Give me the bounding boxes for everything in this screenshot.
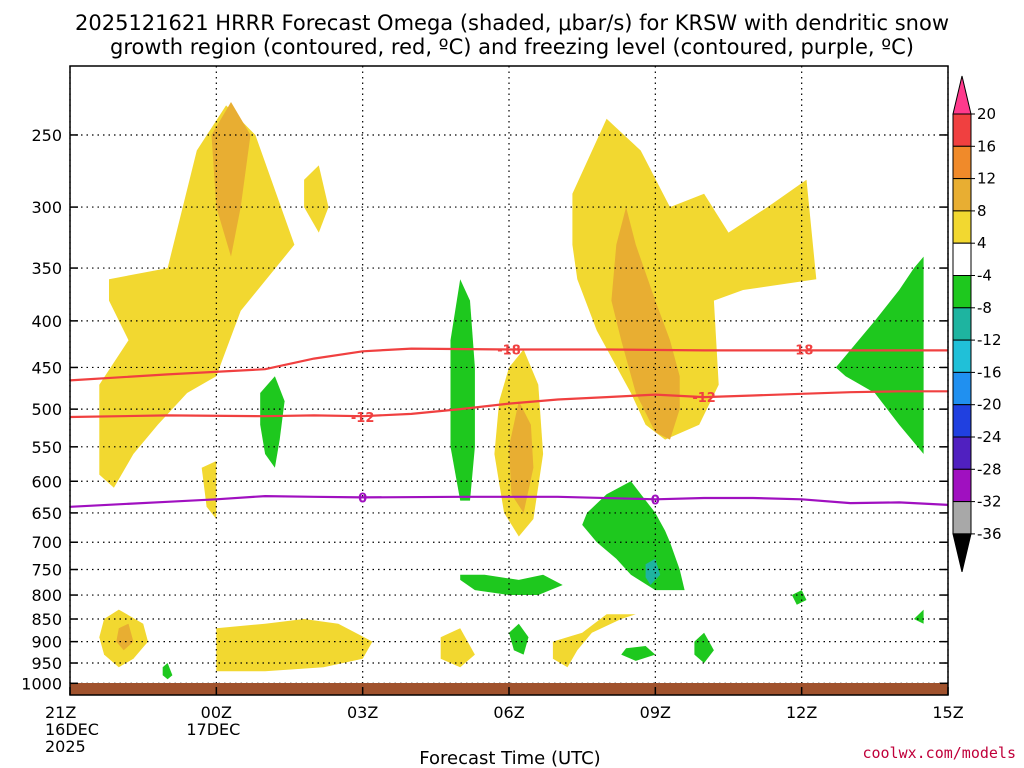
colorbar-segment-6	[952, 307, 972, 341]
omega-region-15	[835, 256, 924, 454]
colorbar-label--28: -28	[977, 460, 1002, 478]
omega-region-12	[552, 614, 636, 668]
y-tick-label-450: 450	[31, 358, 62, 377]
colorbar-segment-11	[952, 468, 972, 503]
pressure-axis: 250 300 350 400 450 500 550 600 650 700 750 800 850 9…	[21, 126, 948, 693]
colorbar-label--20: -20	[977, 396, 1002, 414]
colorbar-label--8: -8	[977, 299, 992, 317]
y-tick-label-750: 750	[31, 561, 62, 580]
omega-region-9	[116, 623, 134, 651]
colorbar-label-8: 8	[977, 202, 987, 220]
colorbar-label-12: 12	[977, 170, 996, 188]
omega-region-0	[99, 105, 295, 488]
y-tick-label-600: 600	[31, 472, 62, 491]
omega-region-23	[162, 663, 173, 680]
y-tick-label-400: 400	[31, 312, 62, 331]
contour-label--18: -18	[790, 343, 814, 358]
contour-label--12: -12	[351, 411, 375, 426]
contour-line--12	[69, 390, 948, 419]
colorbar-label-20: 20	[977, 105, 996, 123]
omega-region-21	[694, 632, 714, 663]
colorbar-label--12: -12	[977, 331, 1002, 349]
y-tick-label-650: 650	[31, 504, 62, 523]
y-tick-label-950: 950	[31, 654, 62, 673]
omega-region-10	[216, 619, 373, 672]
colorbar-segment-12	[952, 501, 972, 535]
x-tick-label-3-0: 00Z	[201, 703, 232, 722]
y-tick-label-500: 500	[31, 400, 62, 419]
contour-label--12: -12	[692, 391, 716, 406]
colorbar-segment-8	[952, 371, 972, 406]
contour-label-0: 0	[651, 493, 660, 508]
y-tick-label-850: 850	[31, 610, 62, 629]
colorbar-arrow-bottom	[952, 533, 972, 573]
colorbar-segment-4	[952, 242, 972, 276]
x-tick-label-9-0: 06Z	[493, 703, 524, 722]
colorbar-label--32: -32	[977, 493, 1002, 511]
x-tick-label-0-1: 16DEC	[45, 720, 99, 739]
colorbar-arrow-top	[952, 75, 972, 115]
contour-label-0: 0	[358, 491, 367, 506]
y-tick-label-800: 800	[31, 586, 62, 605]
omega-region-7	[509, 401, 534, 513]
omega-region-17	[645, 558, 661, 585]
colorbar-label-4: 4	[977, 234, 987, 252]
contour-line-0	[69, 494, 949, 508]
colorbar-label-16: 16	[977, 137, 996, 155]
colorbar-segment-7	[952, 339, 972, 373]
y-tick-label-300: 300	[31, 198, 62, 217]
y-tick-label-1000: 1000	[21, 674, 62, 693]
omega-region-1	[211, 102, 251, 257]
y-tick-label-550: 550	[31, 438, 62, 457]
colorbar-label--24: -24	[977, 428, 1002, 446]
contour-line--18	[69, 347, 948, 382]
x-tick-label-12-0: 09Z	[640, 703, 671, 722]
omega-region-20	[621, 646, 656, 661]
colorbar-label--16: -16	[977, 363, 1002, 381]
colorbar-segment-3	[952, 210, 972, 244]
x-tick-label-18-0: 15Z	[932, 703, 963, 722]
omega-colorbar: 20 16 12 8 4 -4 -8 -12 -16 -20 -24 -28 -32 -36	[952, 75, 1002, 573]
colorbar-segment-2	[952, 178, 972, 212]
omega-region-13	[450, 279, 475, 501]
omega-region-2	[201, 461, 217, 519]
y-tick-label-250: 250	[31, 126, 62, 145]
contour-lines: -18 -18 -12 -12 0 0	[69, 343, 949, 508]
omega-region-11	[440, 628, 475, 668]
omega-region-3	[304, 165, 329, 233]
omega-region-16	[582, 481, 685, 591]
omega-region-14	[260, 376, 285, 468]
x-tick-label-15-0: 12Z	[786, 703, 817, 722]
chart-title-line-2: growth region (contoured, red, ºC) and f…	[110, 35, 914, 59]
x-tick-label-6-0: 03Z	[347, 703, 378, 722]
omega-region-18	[460, 574, 563, 595]
omega-region-5	[611, 207, 680, 440]
y-tick-label-700: 700	[31, 533, 62, 552]
omega-region-24	[913, 609, 924, 624]
colorbar-segment-9	[952, 404, 972, 438]
y-tick-label-900: 900	[31, 633, 62, 652]
x-tick-label-3-1: 17DEC	[186, 720, 240, 739]
omega-region-22	[791, 590, 807, 605]
colorbar-segment-10	[952, 436, 972, 470]
x-tick-label-0-0: 21Z	[45, 703, 76, 722]
colorbar-label--4: -4	[977, 267, 992, 285]
contour-label--18: -18	[497, 343, 521, 358]
shaded-omega-regions	[99, 102, 924, 680]
site-credit: coolwx.com/models	[862, 744, 1016, 762]
x-tick-label-0-2: 2025	[45, 737, 86, 756]
colorbar-label--36: -36	[977, 525, 1002, 543]
grid-lines	[69, 66, 949, 695]
colorbar-segment-0	[952, 113, 972, 147]
chart-title-line-1: 2025121621 HRRR Forecast Omega (shaded, …	[75, 11, 949, 35]
y-tick-label-350: 350	[31, 259, 62, 278]
colorbar-segment-1	[952, 145, 972, 180]
colorbar-segment-5	[952, 275, 972, 309]
x-axis-label: Forecast Time (UTC)	[419, 748, 600, 768]
omega-region-19	[509, 623, 529, 655]
